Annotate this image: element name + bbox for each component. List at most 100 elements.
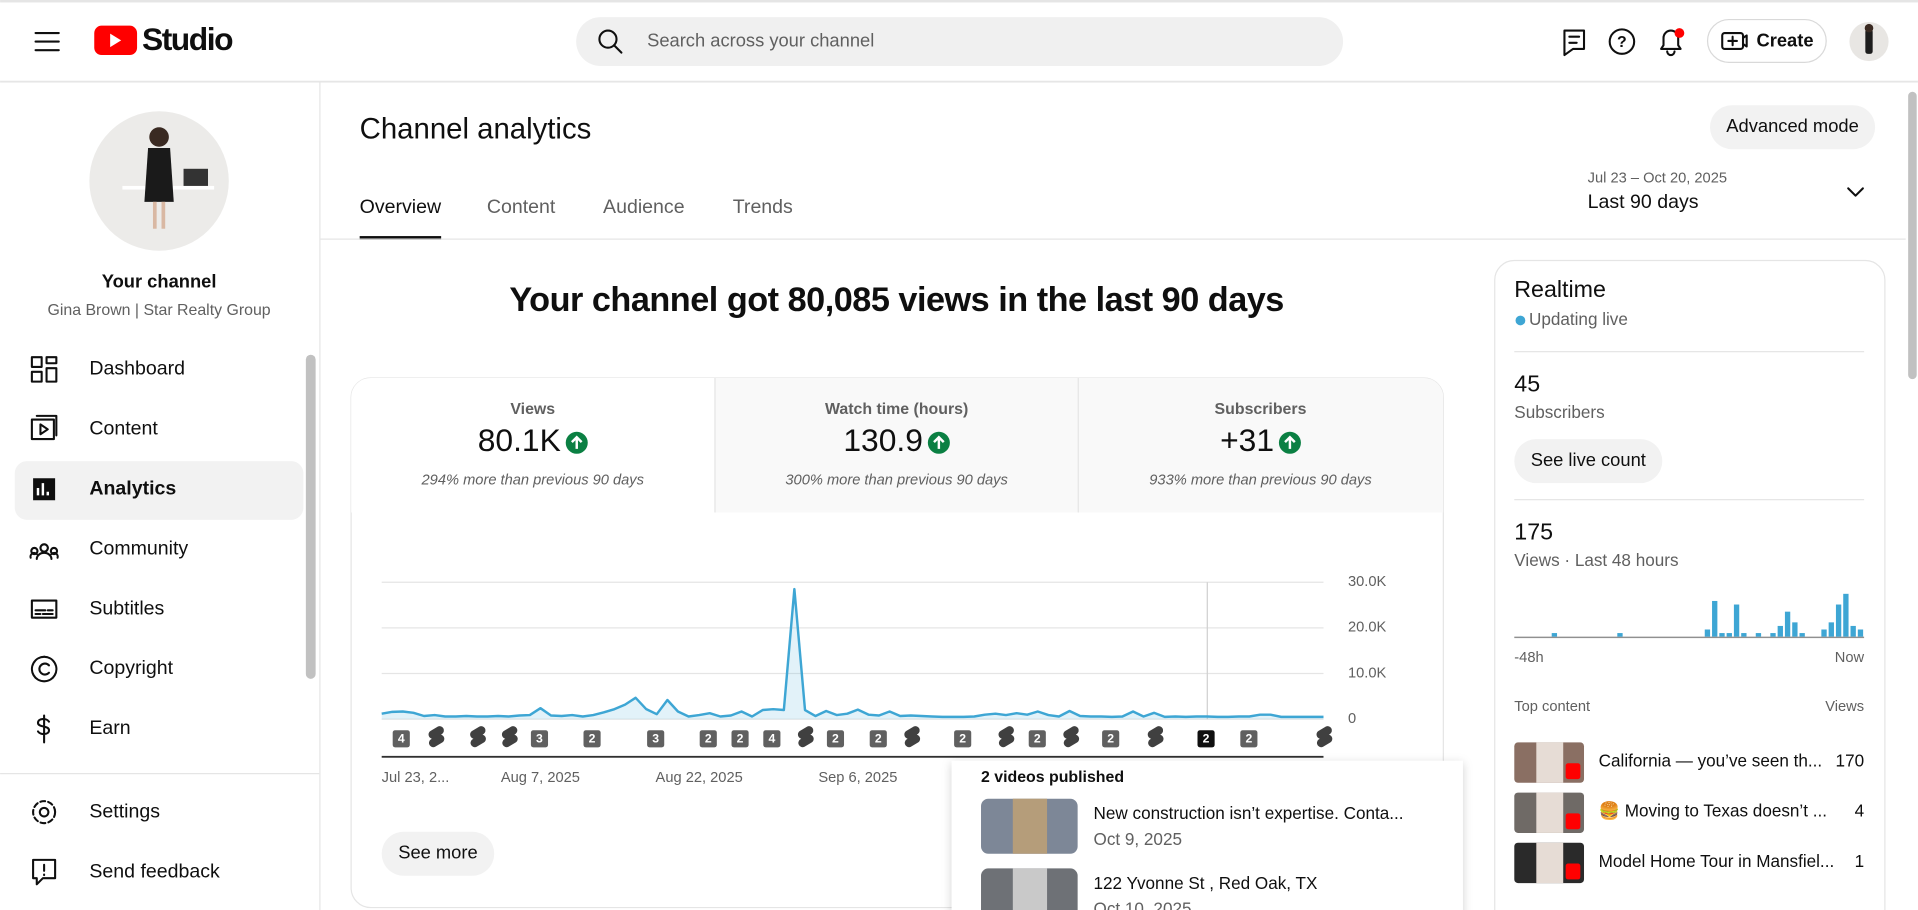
marker-box bbox=[1102, 730, 1120, 748]
top-content-item[interactable]: Model Home Tour in Mansfiel... 1 bbox=[1514, 842, 1865, 884]
publish-marker[interactable]: 2 bbox=[1197, 730, 1215, 748]
account-avatar[interactable] bbox=[1849, 22, 1889, 62]
nav-highlight bbox=[14, 461, 304, 520]
bar bbox=[1551, 633, 1558, 637]
date-picker[interactable]: Jul 23 – Oct 20, 2025 Last 90 days bbox=[1588, 170, 1864, 213]
nav-item[interactable]: Copyright bbox=[30, 655, 174, 683]
shorts-marker[interactable] bbox=[998, 726, 1015, 748]
icon bbox=[29, 543, 59, 561]
nav-label: Send feedback bbox=[89, 860, 220, 882]
marker-count: 2 bbox=[832, 732, 839, 746]
trend-arrow bbox=[1284, 435, 1296, 449]
marker-box bbox=[699, 730, 717, 748]
thumbnail-inner bbox=[1012, 798, 1048, 854]
publish-marker[interactable]: 3 bbox=[647, 730, 665, 748]
y-tick-label: 30.0K bbox=[1348, 574, 1387, 590]
bar bbox=[1843, 593, 1849, 637]
shorts-marker[interactable] bbox=[904, 726, 921, 748]
publish-marker[interactable]: 2 bbox=[826, 730, 845, 748]
publish-marker[interactable]: 2 bbox=[869, 730, 887, 748]
publish-marker[interactable]: 2 bbox=[1102, 730, 1120, 748]
metric[interactable]: Watch time (hours) 130.9 300% more than pr… bbox=[785, 401, 1008, 489]
logo-text: Studio bbox=[142, 21, 233, 57]
tab[interactable]: Overview bbox=[360, 196, 442, 218]
publish-marker[interactable]: 2 bbox=[954, 730, 972, 748]
channel-avatar[interactable] bbox=[89, 111, 229, 251]
line bbox=[381, 587, 1324, 719]
x-tick-label: Sep 6, 2025 bbox=[818, 770, 897, 786]
menu-button[interactable] bbox=[34, 31, 60, 52]
marker-count: 3 bbox=[652, 732, 659, 746]
nav-item[interactable]: Dashboard bbox=[30, 356, 185, 383]
bar bbox=[1828, 622, 1834, 637]
nav-item[interactable]: Earn bbox=[36, 714, 131, 744]
nav-item[interactable]: Analytics bbox=[14, 461, 304, 520]
metric-change: 300% more than previous 90 days bbox=[785, 473, 1008, 489]
publish-marker[interactable]: 3 bbox=[530, 730, 549, 748]
bar bbox=[1726, 633, 1732, 637]
shorts-marker[interactable] bbox=[1316, 726, 1333, 748]
tab[interactable]: Audience bbox=[603, 196, 685, 218]
bar bbox=[1777, 625, 1783, 637]
shorts-badge bbox=[1565, 813, 1581, 830]
bar bbox=[1770, 633, 1776, 637]
nav-item[interactable]: Community bbox=[29, 537, 188, 561]
marker-box bbox=[1197, 730, 1215, 748]
marker-box bbox=[530, 730, 549, 748]
top-content-list: California — you’ve seen th... 170 🍔 Movin… bbox=[1514, 742, 1865, 884]
metric-backgrounds bbox=[351, 377, 1444, 513]
publish-marker[interactable]: 4 bbox=[763, 730, 781, 748]
tooltip: 2 videos published New construction isn’… bbox=[951, 760, 1463, 910]
tab-underline bbox=[359, 236, 442, 240]
nav-item[interactable]: Subtitles bbox=[30, 597, 165, 619]
shorts-marker[interactable] bbox=[1147, 726, 1164, 748]
nav-item[interactable]: Settings bbox=[32, 800, 160, 825]
search-box[interactable]: Search across your channel bbox=[576, 17, 1344, 67]
metric-value: 80.1K bbox=[478, 422, 561, 458]
bar bbox=[1857, 629, 1864, 637]
sidebar-scrollbar[interactable] bbox=[305, 354, 316, 679]
logo[interactable]: Studio bbox=[94, 21, 235, 57]
tabs-border bbox=[320, 238, 1906, 240]
publish-marker[interactable]: 2 bbox=[1028, 730, 1046, 748]
bar bbox=[1821, 629, 1827, 637]
top-content-item[interactable]: California — you’ve seen th... 170 bbox=[1514, 742, 1864, 783]
advanced-mode-button[interactable]: Advanced mode bbox=[1709, 105, 1876, 150]
see-live-count-label: See live count bbox=[1531, 449, 1646, 470]
see-more-button[interactable]: See more bbox=[381, 831, 495, 876]
tooltip-item[interactable]: New construction isn’t expertise. Conta.… bbox=[981, 798, 1404, 854]
content-title: California — you’ve seen th... bbox=[1599, 752, 1822, 771]
svg-text:?: ? bbox=[1617, 34, 1627, 51]
publish-marker[interactable]: 2 bbox=[1240, 730, 1258, 748]
tab[interactable]: Content bbox=[487, 196, 556, 218]
shorts-marker[interactable] bbox=[501, 726, 518, 748]
marker-count: 2 bbox=[1245, 732, 1252, 746]
metric[interactable]: Subscribers +31 933% more than previous 90… bbox=[1149, 401, 1372, 489]
bar bbox=[1704, 629, 1711, 637]
publish-marker[interactable]: 4 bbox=[392, 730, 410, 748]
notifications-icon[interactable] bbox=[1660, 28, 1685, 57]
top-content-item[interactable]: 🍔 Moving to Texas doesn’t ... 4 bbox=[1514, 792, 1865, 833]
metrics: Views 80.1K 294% more than previous 90 day… bbox=[421, 401, 1373, 489]
help-icon[interactable]: ? bbox=[1608, 28, 1636, 55]
y-tick-label: 0 bbox=[1348, 711, 1356, 727]
shorts-marker[interactable] bbox=[470, 726, 486, 748]
tab[interactable]: Trends bbox=[733, 196, 793, 218]
create-button[interactable]: Create bbox=[1706, 18, 1827, 63]
nav-item[interactable]: Content bbox=[30, 414, 159, 441]
shorts-marker[interactable] bbox=[428, 726, 445, 748]
nav-item[interactable]: Send feedback bbox=[32, 858, 220, 886]
shorts-marker[interactable] bbox=[1063, 726, 1080, 748]
bar bbox=[1733, 604, 1740, 637]
tooltip-item[interactable]: 122 Yvonne St , Red Oak, TX Oct 10, 2025 bbox=[981, 868, 1318, 910]
shorts-marker[interactable] bbox=[797, 726, 814, 748]
publish-marker[interactable]: 2 bbox=[583, 730, 601, 748]
page-scrollbar[interactable] bbox=[1908, 91, 1917, 380]
publish-marker[interactable]: 2 bbox=[699, 730, 717, 748]
see-live-count-button[interactable]: See live count bbox=[1514, 439, 1663, 484]
metric[interactable]: Views 80.1K 294% more than previous 90 day… bbox=[421, 401, 645, 489]
content-views: 1 bbox=[1855, 852, 1865, 871]
messages-icon[interactable] bbox=[1563, 29, 1586, 57]
publish-marker[interactable]: 2 bbox=[731, 730, 749, 748]
